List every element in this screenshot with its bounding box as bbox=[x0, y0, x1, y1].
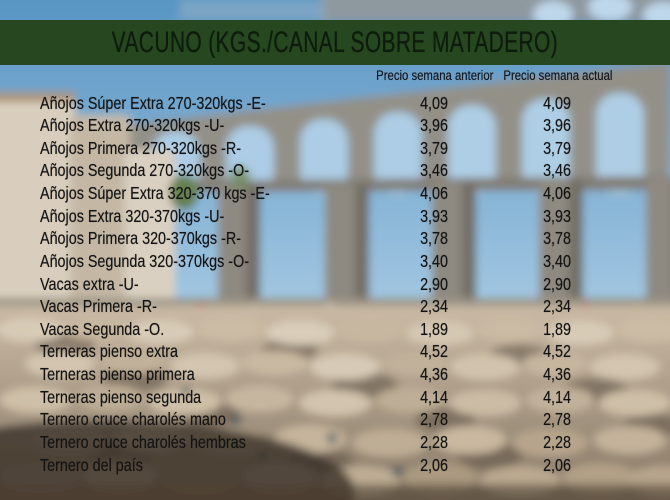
table-row: Ternero cruce charolés hembras 2,28 2,28 bbox=[0, 431, 670, 454]
price-actual: 3,96 bbox=[543, 115, 571, 136]
table-row: Añojos Extra 270-320kgs -U- 3,96 3,96 bbox=[0, 114, 670, 137]
price-table-rows: Añojos Súper Extra 270-320kgs -E- 4,09 4… bbox=[0, 92, 670, 477]
price-anterior: 3,46 bbox=[420, 160, 448, 181]
table-row: Añojos Súper Extra 320-370 kgs -E- 4,06 … bbox=[0, 182, 670, 205]
price-anterior: 1,89 bbox=[420, 318, 448, 339]
price-anterior: 2,06 bbox=[420, 454, 448, 475]
price-actual: 4,09 bbox=[543, 92, 571, 113]
price-actual: 3,40 bbox=[543, 250, 571, 271]
table-row: Vacas Primera -R- 2,34 2,34 bbox=[0, 295, 670, 318]
price-anterior: 2,28 bbox=[420, 431, 448, 452]
row-label: Ternero del país bbox=[40, 454, 143, 475]
price-actual: 2,90 bbox=[543, 273, 571, 294]
table-row: Añojos Primera 320-370kgs -R- 3,78 3,78 bbox=[0, 227, 670, 250]
row-label: Añojos Primera 270-320kgs -R- bbox=[40, 137, 241, 158]
price-actual: 2,28 bbox=[543, 431, 571, 452]
row-label: Añojos Extra 320-370kgs -U- bbox=[40, 205, 225, 226]
price-anterior: 4,52 bbox=[420, 341, 448, 362]
price-anterior: 2,34 bbox=[420, 296, 448, 317]
column-header-actual: Precio semana actual bbox=[502, 68, 613, 83]
table-row: Añojos Segunda 270-320kgs -O- 3,46 3,46 bbox=[0, 159, 670, 182]
price-anterior: 3,79 bbox=[420, 137, 448, 158]
row-label: Añojos Primera 320-370kgs -R- bbox=[40, 228, 241, 249]
price-actual: 2,34 bbox=[543, 296, 571, 317]
table-row: Vacas extra -U- 2,90 2,90 bbox=[0, 273, 670, 296]
price-anterior: 3,78 bbox=[420, 228, 448, 249]
row-label: Terneras pienso primera bbox=[40, 364, 195, 384]
price-anterior: 3,96 bbox=[420, 115, 448, 136]
table-row: Añojos Extra 320-370kgs -U- 3,93 3,93 bbox=[0, 205, 670, 228]
price-actual: 3,93 bbox=[543, 205, 571, 226]
page-title: VACUNO (KGS./CANAL SOBRE MATADERO) bbox=[111, 25, 559, 59]
table-row: Terneras pienso primera 4,36 4,36 bbox=[0, 363, 670, 386]
dark-corner-shadow bbox=[0, 420, 355, 500]
price-anterior: 4,06 bbox=[420, 183, 448, 203]
row-label: Añojos Extra 270-320kgs -U- bbox=[40, 115, 225, 136]
row-label: Ternero cruce charolés mano bbox=[40, 409, 226, 430]
aqueduct-top-rim bbox=[180, 0, 670, 28]
row-label: Vacas Segunda -O. bbox=[40, 318, 165, 339]
row-label: Añojos Segunda 320-370kgs -O- bbox=[40, 250, 250, 271]
row-label: Terneras pienso segunda bbox=[40, 386, 202, 407]
table-row: Añojos Súper Extra 270-320kgs -E- 4,09 4… bbox=[0, 92, 670, 115]
sheep-flock bbox=[0, 306, 670, 500]
column-header-anterior: Precio semana anterior bbox=[375, 68, 494, 83]
table-row: Terneras pienso extra 4,52 4,52 bbox=[0, 340, 670, 363]
table-row: Vacas Segunda -O. 1,89 1,89 bbox=[0, 318, 670, 341]
price-anterior: 2,78 bbox=[420, 409, 448, 430]
price-actual: 4,36 bbox=[543, 364, 571, 384]
price-actual: 3,78 bbox=[543, 228, 571, 249]
row-label: Añojos Súper Extra 270-320kgs -E- bbox=[40, 92, 266, 113]
row-label: Vacas Primera -R- bbox=[40, 296, 157, 317]
table-row: Añojos Segunda 320-370kgs -O- 3,40 3,40 bbox=[0, 250, 670, 273]
price-actual: 4,52 bbox=[543, 341, 571, 362]
price-actual: 2,06 bbox=[543, 454, 571, 475]
price-actual: 2,78 bbox=[543, 409, 571, 430]
price-anterior: 2,90 bbox=[420, 273, 448, 294]
row-label: Ternero cruce charolés hembras bbox=[40, 431, 246, 452]
price-anterior: 4,36 bbox=[420, 364, 448, 384]
price-actual: 4,14 bbox=[543, 386, 571, 407]
price-anterior: 3,93 bbox=[420, 205, 448, 226]
title-banner: VACUNO (KGS./CANAL SOBRE MATADERO) bbox=[0, 20, 670, 65]
row-label: Añojos Súper Extra 320-370 kgs -E- bbox=[40, 183, 270, 203]
row-label: Terneras pienso extra bbox=[40, 341, 179, 362]
table-row: Añojos Primera 270-320kgs -R- 3,79 3,79 bbox=[0, 137, 670, 160]
price-actual: 3,79 bbox=[543, 137, 571, 158]
row-label: Añojos Segunda 270-320kgs -O- bbox=[40, 160, 250, 181]
row-label: Vacas extra -U- bbox=[40, 273, 139, 294]
table-row: Ternero del país 2,06 2,06 bbox=[0, 454, 670, 477]
price-actual: 1,89 bbox=[543, 318, 571, 339]
price-anterior: 4,14 bbox=[420, 386, 448, 407]
price-actual: 4,06 bbox=[543, 183, 571, 203]
table-row: Terneras pienso segunda 4,14 4,14 bbox=[0, 386, 670, 409]
price-anterior: 4,09 bbox=[420, 92, 448, 113]
price-actual: 3,46 bbox=[543, 160, 571, 181]
price-anterior: 3,40 bbox=[420, 250, 448, 271]
table-row: Ternero cruce charolés mano 2,78 2,78 bbox=[0, 408, 670, 431]
